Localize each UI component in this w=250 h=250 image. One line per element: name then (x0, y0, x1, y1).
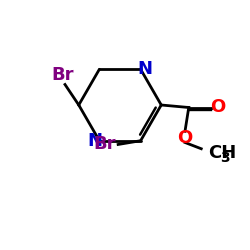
Text: 3: 3 (220, 151, 230, 165)
Text: O: O (210, 98, 226, 116)
Text: O: O (177, 129, 192, 147)
Text: CH: CH (208, 144, 236, 162)
Text: N: N (87, 132, 102, 150)
Text: Br: Br (52, 66, 74, 84)
Text: Br: Br (93, 136, 116, 154)
Text: N: N (138, 60, 152, 78)
